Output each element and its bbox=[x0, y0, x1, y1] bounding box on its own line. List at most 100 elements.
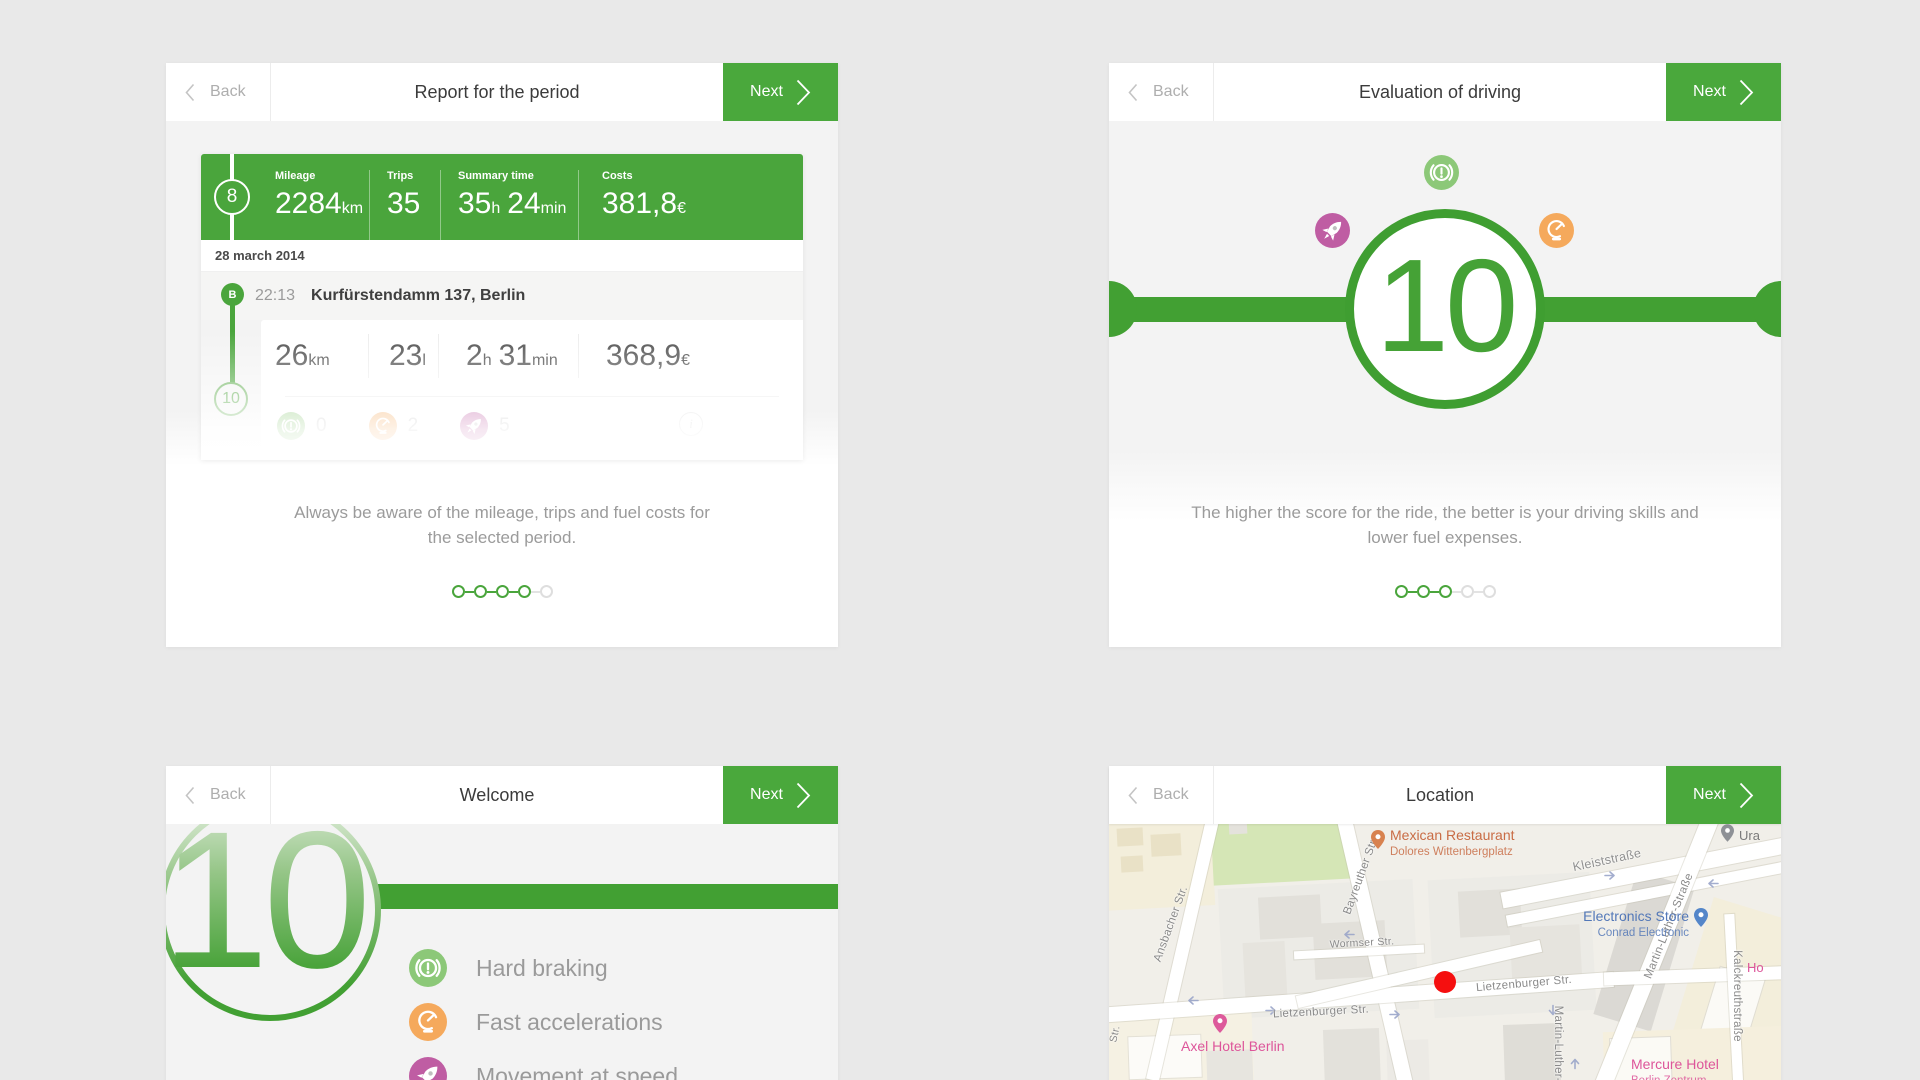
back-button[interactable]: Back bbox=[166, 766, 271, 824]
fast-accelerations-icon bbox=[368, 412, 397, 440]
page-title: Report for the period bbox=[414, 81, 580, 102]
legend-hard-braking: Hard braking bbox=[409, 949, 678, 987]
score-circle: 10 bbox=[1345, 209, 1545, 409]
trip-stat-duration: 2h 31min bbox=[438, 334, 578, 378]
hard-braking-icon bbox=[277, 412, 305, 440]
poi-urania[interactable]: Ura bbox=[1739, 828, 1760, 843]
chevron-right-icon bbox=[796, 782, 811, 808]
hard-braking-icon bbox=[1424, 155, 1459, 190]
next-button[interactable]: Next bbox=[1666, 766, 1781, 824]
chevron-right-icon bbox=[796, 79, 811, 105]
pager-connector bbox=[486, 590, 496, 593]
stat-trips: Trips 35 bbox=[369, 170, 440, 240]
pager-connector bbox=[464, 590, 474, 593]
map[interactable]: Ansbacher Str. Bayreuther Str. Kleiststr… bbox=[1109, 824, 1781, 1080]
street-label: Martin-Luther-Straße bbox=[1552, 1005, 1564, 1080]
pager-dot[interactable] bbox=[517, 585, 531, 598]
pager-dot[interactable] bbox=[495, 585, 509, 598]
chevron-right-icon bbox=[1739, 782, 1754, 808]
pager-dot[interactable] bbox=[1482, 585, 1496, 598]
one-way-arrow-icon bbox=[1708, 879, 1719, 888]
pager-dot[interactable] bbox=[1416, 585, 1430, 598]
panel-location: Back Location Next bbox=[1109, 766, 1781, 1080]
poi-hotel-fragment[interactable]: Ho bbox=[1747, 960, 1764, 975]
screen-description: Always be aware of the mileage, trips an… bbox=[294, 503, 710, 547]
current-location-marker bbox=[1434, 971, 1456, 993]
score-value: 10 bbox=[166, 824, 365, 1009]
timeline-line bbox=[230, 304, 235, 384]
pager-dots[interactable] bbox=[166, 585, 838, 598]
panel-report: Back Report for the period Next 8 Mileag… bbox=[166, 63, 838, 647]
pager-connector bbox=[1429, 590, 1439, 593]
pager-dot[interactable] bbox=[473, 585, 487, 598]
place-pin-icon[interactable] bbox=[1721, 824, 1734, 842]
next-button[interactable]: Next bbox=[723, 766, 838, 824]
summary-bar: 8 Mileage 2284km Trips 35 Summary time 3 bbox=[201, 154, 803, 240]
map-building bbox=[1116, 827, 1144, 847]
hotel-pin-icon[interactable] bbox=[1213, 1014, 1227, 1033]
pager-dots[interactable] bbox=[1109, 585, 1781, 598]
date-row: 28 march 2014 bbox=[201, 240, 803, 272]
back-button[interactable]: Back bbox=[1109, 766, 1214, 824]
next-label: Next bbox=[750, 786, 783, 803]
score-circle bbox=[166, 824, 381, 1021]
trip-score-badge: 10 bbox=[214, 382, 248, 416]
stat-costs: Costs 381,8€ bbox=[578, 170, 686, 240]
pager-dot[interactable] bbox=[1438, 585, 1452, 598]
poi-mexican-restaurant[interactable]: Mexican Restaurant Dolores Wittenbergpla… bbox=[1390, 827, 1515, 858]
back-label: Back bbox=[1153, 83, 1189, 100]
panel-header: Back Evaluation of driving Next bbox=[1109, 63, 1781, 121]
trip-time: 22:13 bbox=[255, 287, 296, 304]
trip-row[interactable]: B 22:13 Kurfürstendamm 137, Berlin bbox=[201, 272, 803, 320]
trip-start-marker: B bbox=[221, 283, 244, 306]
pager-dot[interactable] bbox=[451, 585, 465, 598]
poi-mercure-hotel[interactable]: Mercure Hotel Berlin Zentrum bbox=[1631, 1056, 1719, 1080]
score-value: 10 bbox=[1375, 231, 1519, 379]
event-movement-at-speed: 5 bbox=[460, 412, 510, 440]
shopping-pin-icon[interactable] bbox=[1694, 908, 1708, 927]
back-label: Back bbox=[210, 83, 246, 100]
panel-welcome: Back Welcome Next 10 bbox=[166, 766, 838, 1080]
next-button[interactable]: Next bbox=[1666, 63, 1781, 121]
poi-axel-hotel[interactable]: Axel Hotel Berlin bbox=[1181, 1038, 1285, 1054]
map-building bbox=[1322, 1028, 1382, 1080]
next-button[interactable]: Next bbox=[723, 63, 838, 121]
one-way-arrow-icon bbox=[1570, 1058, 1580, 1070]
one-way-arrow-icon bbox=[1604, 871, 1615, 880]
panel-header: Back Location Next bbox=[1109, 766, 1781, 824]
page-title: Location bbox=[1405, 784, 1475, 805]
panel-header: Back Report for the period Next bbox=[166, 63, 838, 121]
pager-connector bbox=[1473, 590, 1483, 593]
poi-electronics-store[interactable]: Electronics Store Conrad Electronic bbox=[1583, 908, 1689, 939]
stat-mileage: Mileage 2284km bbox=[275, 170, 364, 220]
pager-dot[interactable] bbox=[539, 585, 553, 598]
back-button[interactable]: Back bbox=[166, 63, 271, 121]
back-button[interactable]: Back bbox=[1109, 63, 1214, 121]
trip-stat-fuel: 23l bbox=[368, 334, 438, 378]
panel-evaluation: Back Evaluation of driving Next 10 The h… bbox=[1109, 63, 1781, 647]
stat-summary-time: Summary time 35h 24min bbox=[440, 170, 578, 240]
pager-dot[interactable] bbox=[1394, 585, 1408, 598]
street-label: Kalckreuthstraße bbox=[1731, 950, 1743, 1042]
report-body: 8 Mileage 2284km Trips 35 Summary time 3 bbox=[166, 121, 838, 647]
score-illustration: 10 bbox=[166, 824, 838, 1021]
screen-description: The higher the score for the ride, the b… bbox=[1191, 503, 1699, 547]
map-building bbox=[1120, 855, 1144, 873]
summary-stats: Mileage 2284km Trips 35 Summary time 35h… bbox=[275, 154, 803, 240]
trip-stats: 26km 23l 2h 31min 368,9€ bbox=[261, 320, 803, 392]
next-label: Next bbox=[750, 83, 783, 100]
chevron-left-icon bbox=[185, 786, 195, 804]
one-way-arrow-icon bbox=[1389, 1010, 1400, 1019]
map-building bbox=[1150, 833, 1182, 857]
info-icon[interactable]: i bbox=[679, 412, 703, 436]
restaurant-pin-icon[interactable] bbox=[1371, 830, 1385, 849]
score-legend: Hard braking Fast accelerations Movement… bbox=[409, 949, 678, 1080]
legend-fast-accelerations: Fast accelerations bbox=[409, 1003, 678, 1041]
chevron-left-icon bbox=[185, 83, 195, 101]
welcome-body: 10 Hard braking Fast accelerations Movem… bbox=[166, 824, 838, 1080]
legend-movement-at-speed: Movement at speed bbox=[409, 1057, 678, 1080]
location-body: Ansbacher Str. Bayreuther Str. Kleiststr… bbox=[1109, 824, 1781, 1080]
pager-dot[interactable] bbox=[1460, 585, 1474, 598]
chevron-right-icon bbox=[1739, 79, 1754, 105]
trip-stat-cost: 368,9€ bbox=[578, 334, 690, 378]
